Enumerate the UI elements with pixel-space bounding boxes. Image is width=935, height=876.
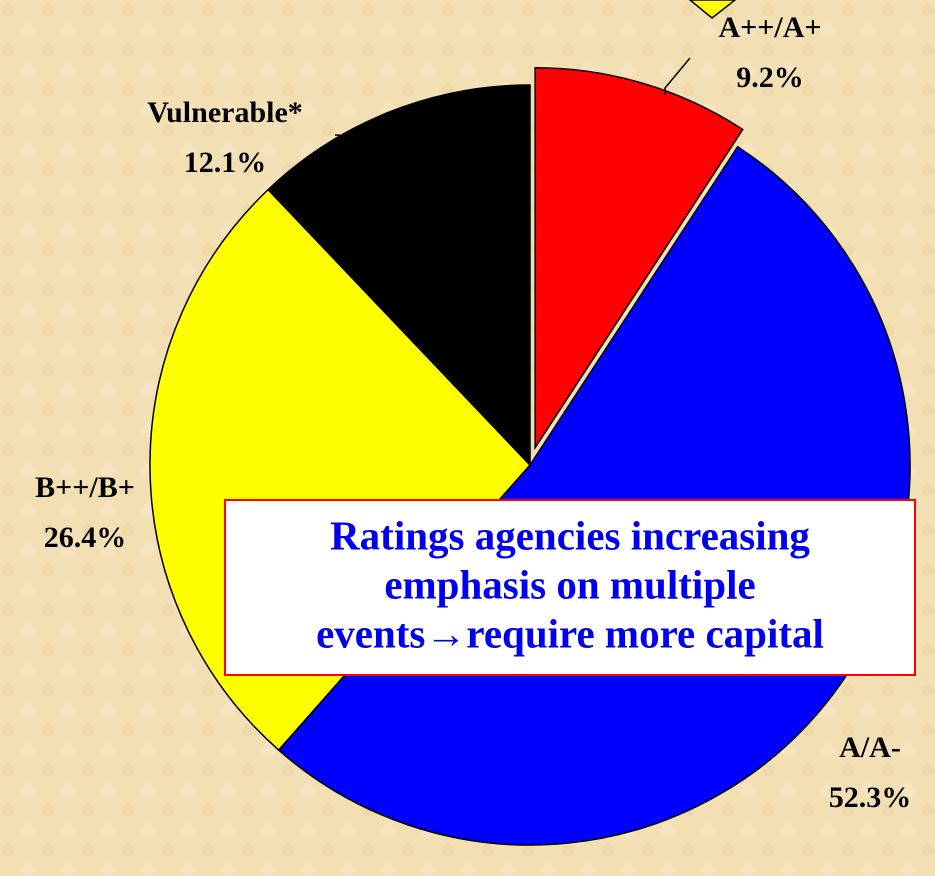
category-label: A/A- <box>839 731 901 764</box>
category-label: A++/A+ <box>719 11 822 44</box>
callout-arrow <box>688 0 737 19</box>
labels: A++/A+ 9.2% A/A- 52.3% B++/B+ 26.4% Vulnerable… <box>35 11 911 814</box>
leader-line <box>334 134 456 141</box>
annotation-line: emphasis on multiple <box>384 561 755 607</box>
category-label: Vulnerable* <box>147 96 303 129</box>
value-label: 26.4% <box>44 521 127 554</box>
annotation-line: Ratings agencies increasing <box>330 512 810 558</box>
pie-slice <box>534 66 744 451</box>
value-label: 9.2% <box>736 61 804 94</box>
value-label: 52.3% <box>829 781 912 814</box>
annotation-box <box>224 499 916 676</box>
annotation-line: events→require more capital <box>316 610 824 656</box>
category-label: B++/B+ <box>35 471 135 504</box>
pie-slice <box>267 84 531 467</box>
leader-line <box>664 57 691 95</box>
value-label: 12.1% <box>184 146 267 179</box>
